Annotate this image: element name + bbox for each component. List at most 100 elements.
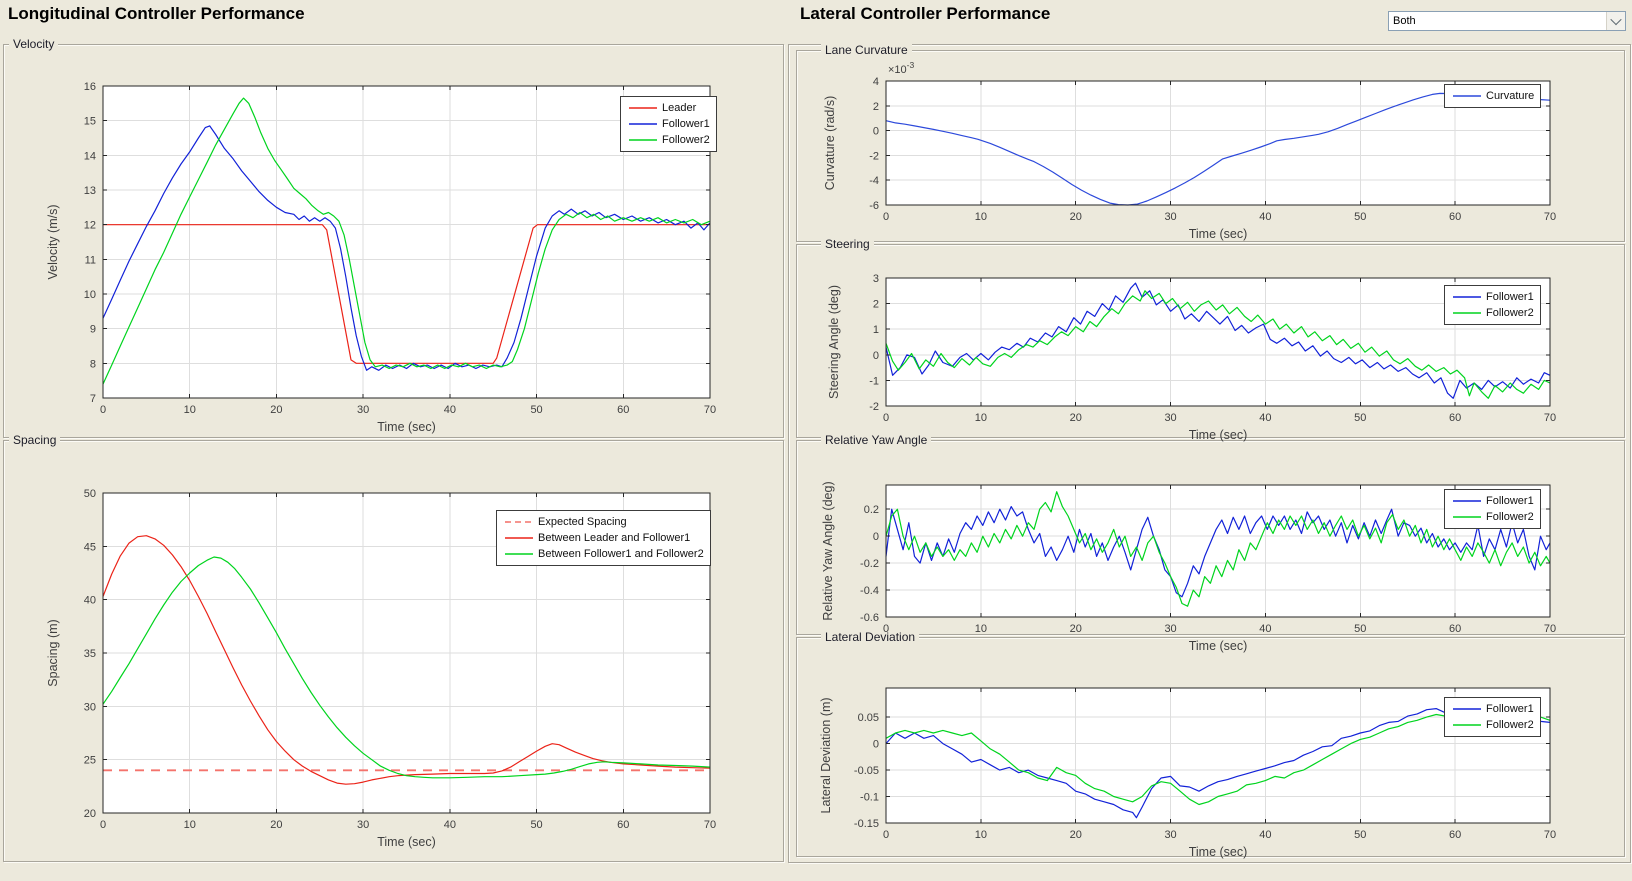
svg-text:20: 20 xyxy=(1070,623,1082,635)
svg-text:25: 25 xyxy=(84,755,96,767)
lateral-deviation-panel-title: Lateral Deviation xyxy=(821,630,920,644)
curvature-xlabel: Time (sec) xyxy=(1189,227,1248,241)
svg-text:70: 70 xyxy=(1544,412,1556,424)
chevron-down-icon xyxy=(1610,13,1622,26)
legend-entry: Between Follower1 and Follower2 xyxy=(505,546,704,562)
legend-line-swatch xyxy=(1453,724,1481,726)
svg-text:20: 20 xyxy=(1070,211,1082,223)
legend-entry-label: Follower1 xyxy=(662,118,710,130)
svg-text:0: 0 xyxy=(873,126,879,138)
svg-text:50: 50 xyxy=(1354,829,1366,841)
legend-line-swatch xyxy=(1453,95,1481,97)
svg-text:30: 30 xyxy=(84,701,96,713)
svg-text:10: 10 xyxy=(975,623,987,635)
svg-text:10: 10 xyxy=(975,829,987,841)
svg-text:20: 20 xyxy=(270,819,282,831)
legend-entry-label: Follower1 xyxy=(1486,291,1534,303)
svg-text:10: 10 xyxy=(975,412,987,424)
svg-text:60: 60 xyxy=(1449,829,1461,841)
legend-line-swatch xyxy=(505,537,533,539)
svg-text:10: 10 xyxy=(184,819,196,831)
lateral-section-title: Lateral Controller Performance xyxy=(800,4,1051,23)
svg-text:-2: -2 xyxy=(869,401,879,413)
lateral-deviation-panel: Lateral Deviation xyxy=(796,630,1625,857)
svg-text:40: 40 xyxy=(444,404,456,416)
svg-text:50: 50 xyxy=(530,404,542,416)
spacing-panel: Spacing xyxy=(3,433,784,862)
longitudinal-section-title: Longitudinal Controller Performance xyxy=(8,4,305,23)
latdev-series-follower1 xyxy=(885,707,1551,819)
svg-text:70: 70 xyxy=(1544,829,1556,841)
velocity-xlabel: Time (sec) xyxy=(377,420,436,434)
svg-text:40: 40 xyxy=(444,819,456,831)
svg-text:-4: -4 xyxy=(869,175,879,187)
latdev-ylabel: Lateral Deviation (m) xyxy=(819,697,833,813)
svg-text:0: 0 xyxy=(873,350,879,362)
steering-series-follower2 xyxy=(885,290,1551,399)
dropdown-button[interactable] xyxy=(1606,12,1625,30)
legend-entry: Follower2 xyxy=(629,132,710,148)
velocity-series-follower2 xyxy=(102,97,711,385)
svg-text:60: 60 xyxy=(617,404,629,416)
svg-text:0: 0 xyxy=(100,404,106,416)
svg-text:30: 30 xyxy=(357,404,369,416)
svg-text:4: 4 xyxy=(873,76,879,88)
legend-entry-label: Leader xyxy=(662,102,697,114)
svg-text:10: 10 xyxy=(184,404,196,416)
latdev-series-follower2 xyxy=(885,713,1551,806)
svg-text:35: 35 xyxy=(84,648,96,660)
view-mode-dropdown[interactable]: Both xyxy=(1388,11,1626,31)
legend-line-swatch xyxy=(1453,312,1481,314)
svg-text:-6: -6 xyxy=(869,200,879,212)
svg-text:-2: -2 xyxy=(869,150,879,162)
svg-text:50: 50 xyxy=(1354,412,1366,424)
velocity-panel: Velocity xyxy=(3,37,784,438)
spacing-series-between-leader-and-follower1 xyxy=(102,535,711,785)
svg-text:70: 70 xyxy=(1544,211,1556,223)
relyaw-series-follower2 xyxy=(885,491,1551,607)
svg-text:50: 50 xyxy=(530,819,542,831)
legend-entry: Expected Spacing xyxy=(505,514,704,530)
svg-text:12: 12 xyxy=(84,220,96,232)
svg-text:-0.1: -0.1 xyxy=(860,792,879,804)
svg-text:30: 30 xyxy=(357,819,369,831)
curvature-chart: 0 10 20 30 40 50 60 70 -6 -4 -2 0 2 4 Time (sec) Curvat… xyxy=(823,60,1556,241)
relyaw-ylabel: Relative Yaw Angle (deg) xyxy=(821,481,835,620)
svg-text:-0.05: -0.05 xyxy=(854,765,879,777)
svg-text:16: 16 xyxy=(84,81,96,93)
svg-text:40: 40 xyxy=(1259,211,1271,223)
svg-text:9: 9 xyxy=(90,324,96,336)
svg-text:70: 70 xyxy=(1544,623,1556,635)
svg-text:60: 60 xyxy=(1449,211,1461,223)
svg-text:0.2: 0.2 xyxy=(864,504,879,516)
velocity-ylabel: Velocity (m/s) xyxy=(46,204,60,279)
curvature-ylabel: Curvature (rad/s) xyxy=(823,96,837,190)
relative-yaw-panel-title: Relative Yaw Angle xyxy=(821,433,932,447)
legend-entry-label: Follower1 xyxy=(1486,703,1534,715)
legend-entry-label: Curvature xyxy=(1486,90,1535,102)
legend-line-swatch xyxy=(505,553,533,555)
velocity-panel-title: Velocity xyxy=(9,37,59,51)
steering-xlabel: Time (sec) xyxy=(1189,428,1248,442)
spacing-series-between-follower1-and-follower2 xyxy=(102,556,711,779)
legend-entry: Follower2 xyxy=(1453,509,1534,525)
svg-text:0: 0 xyxy=(100,819,106,831)
svg-text:10: 10 xyxy=(84,289,96,301)
lateral-outer-panel xyxy=(788,44,1631,863)
svg-text:50: 50 xyxy=(1354,211,1366,223)
lane-curvature-panel: Lane Curvature xyxy=(796,43,1625,242)
svg-text:70: 70 xyxy=(704,819,716,831)
svg-text:-0.4: -0.4 xyxy=(860,585,879,597)
spacing-legend: Expected Spacing Between Leader and Follo… xyxy=(496,510,711,566)
svg-text:-0.2: -0.2 xyxy=(860,558,879,570)
svg-text:7: 7 xyxy=(90,393,96,405)
svg-text:11: 11 xyxy=(85,254,96,266)
svg-text:60: 60 xyxy=(1449,623,1461,635)
svg-text:3: 3 xyxy=(873,273,879,285)
steering-panel-title: Steering xyxy=(821,237,874,251)
svg-text:1: 1 xyxy=(873,324,879,336)
svg-text:-0.15: -0.15 xyxy=(854,818,879,830)
svg-text:70: 70 xyxy=(704,404,716,416)
svg-text:30: 30 xyxy=(1164,623,1176,635)
